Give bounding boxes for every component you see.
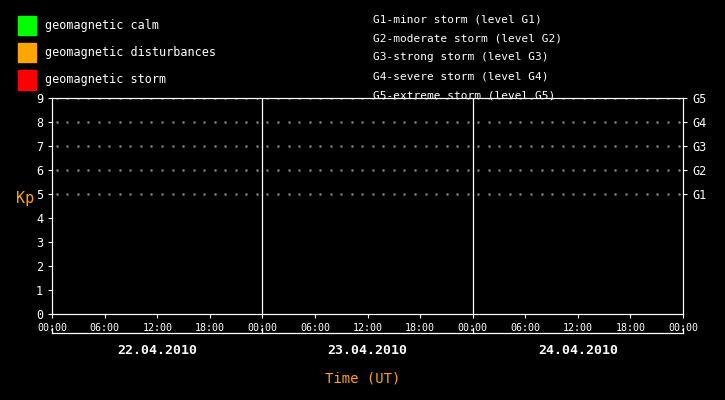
Text: G1-minor storm (level G1): G1-minor storm (level G1) (373, 14, 542, 24)
Text: geomagnetic storm: geomagnetic storm (45, 74, 166, 86)
Text: 23.04.2010: 23.04.2010 (328, 344, 407, 357)
Text: Time (UT): Time (UT) (325, 372, 400, 386)
Text: G4-severe storm (level G4): G4-severe storm (level G4) (373, 72, 549, 82)
Text: geomagnetic disturbances: geomagnetic disturbances (45, 46, 216, 59)
Text: G3-strong storm (level G3): G3-strong storm (level G3) (373, 52, 549, 62)
Text: 24.04.2010: 24.04.2010 (538, 344, 618, 357)
Y-axis label: Kp: Kp (16, 191, 34, 206)
Text: G5-extreme storm (level G5): G5-extreme storm (level G5) (373, 91, 555, 101)
Text: 22.04.2010: 22.04.2010 (117, 344, 197, 357)
Text: G2-moderate storm (level G2): G2-moderate storm (level G2) (373, 33, 563, 43)
Text: geomagnetic calm: geomagnetic calm (45, 19, 159, 32)
